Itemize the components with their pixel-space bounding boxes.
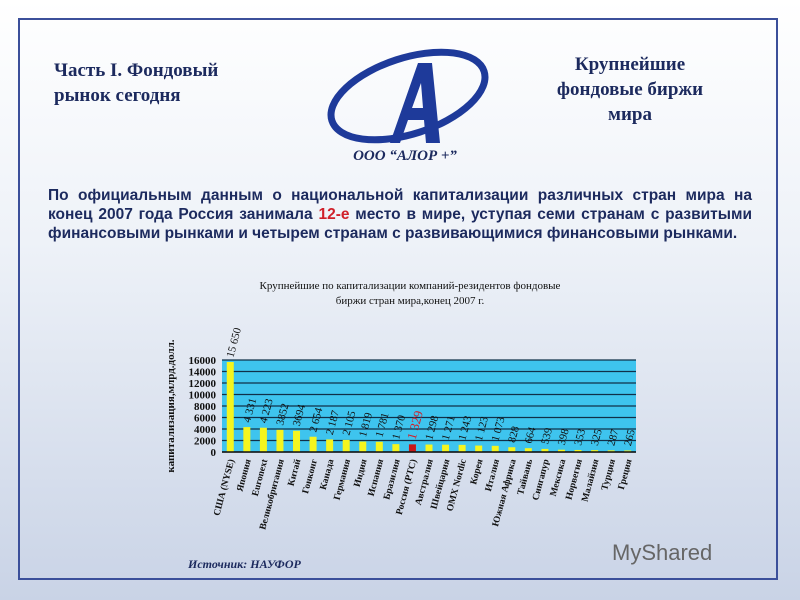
data-label: 539	[539, 426, 555, 446]
data-label: 828	[506, 424, 522, 444]
bar	[425, 444, 433, 452]
data-label: 265	[622, 428, 638, 448]
x-tick-label: США (NYSE)	[211, 458, 237, 517]
bar	[408, 444, 416, 452]
bar	[624, 450, 632, 452]
chart-title-line: биржи стран мира,конец 2007 г.	[335, 295, 485, 307]
data-label: 353	[572, 427, 588, 447]
y-tick-label: 14000	[189, 367, 217, 379]
x-tick-label: Япония	[235, 458, 253, 493]
bar	[442, 444, 450, 452]
y-tick-label: 12000	[189, 378, 217, 390]
y-axis-label: капитализация,млрд.долл.	[165, 339, 177, 472]
bar	[508, 447, 516, 452]
section-title-line: Часть I. Фондовый	[54, 60, 219, 81]
data-label: 664	[523, 425, 539, 445]
x-tick-label: Германия	[333, 458, 354, 501]
bar	[541, 448, 549, 452]
slide-title-line: мира	[608, 104, 652, 125]
x-tick-label: Тайвань	[515, 458, 535, 496]
y-tick-label: 2000	[194, 436, 217, 448]
section-title-line: рынок сегодня	[54, 85, 181, 106]
data-label: 3694	[291, 403, 308, 428]
bar	[326, 439, 334, 452]
bar	[359, 441, 367, 452]
slide-title-line: Крупнейшие	[574, 54, 686, 75]
x-tick-label: Гонконг	[301, 458, 320, 495]
paragraph-text: место в мире, уступая семи странам с раз…	[48, 206, 752, 242]
x-tick-label: Греция	[617, 458, 635, 491]
intro-paragraph: По официальным данным о национальной кап…	[48, 186, 752, 243]
chart-title-line: Крупнейшие по капитализации компаний-рез…	[259, 280, 561, 292]
y-tick-label: 8000	[194, 401, 217, 413]
slide-frame	[18, 18, 778, 580]
bar	[243, 427, 251, 452]
bar	[375, 441, 383, 452]
slide-title: Крупнейшие фондовые биржи мира	[520, 52, 740, 127]
y-tick-label: 4000	[194, 424, 217, 436]
data-label: 325	[589, 427, 605, 447]
alor-logo	[327, 48, 489, 144]
x-tick-label: Канада	[319, 458, 337, 491]
y-tick-label: 10000	[189, 390, 217, 402]
bar	[342, 439, 350, 452]
bar	[458, 444, 466, 452]
x-tick-label: Турция	[600, 458, 618, 491]
chart-title: Крупнейшие по капитализации компаний-рез…	[210, 279, 610, 309]
y-tick-label: 0	[211, 447, 217, 459]
y-tick-label: 6000	[194, 413, 217, 425]
x-tick-label: Китай	[286, 457, 304, 487]
bar	[591, 450, 599, 452]
bar	[392, 444, 400, 452]
bar	[309, 436, 317, 452]
bar	[574, 449, 582, 452]
watermark: MyShared	[612, 540, 713, 565]
bar	[259, 427, 267, 452]
paragraph-text: По официальным данным о национальной кап…	[48, 187, 752, 223]
bar	[491, 445, 499, 452]
bar	[475, 445, 483, 452]
x-tick-label: Индия	[353, 458, 370, 488]
company-name: ООО “АЛОР +”	[353, 148, 457, 164]
bar	[276, 429, 284, 452]
source-note: Источник: НАУФОР	[188, 557, 301, 571]
x-tick-label: Италия	[484, 458, 502, 492]
data-label: 3852	[274, 402, 291, 426]
section-title: Часть I. Фондовый рынок сегодня	[54, 58, 218, 108]
bar	[557, 449, 565, 452]
y-tick-label: 16000	[189, 355, 217, 367]
bar	[524, 448, 532, 452]
rank-highlight: 12-е	[318, 206, 350, 223]
slide-title-line: фондовые биржи	[556, 79, 704, 100]
data-label: 287	[605, 428, 621, 448]
bar	[607, 450, 615, 452]
bar	[293, 430, 301, 452]
x-tick-label: Корея	[469, 458, 485, 486]
bar	[226, 362, 234, 452]
data-label: 1 329	[404, 409, 426, 441]
data-label: 15 650	[225, 326, 245, 359]
data-label: 398	[556, 427, 572, 447]
